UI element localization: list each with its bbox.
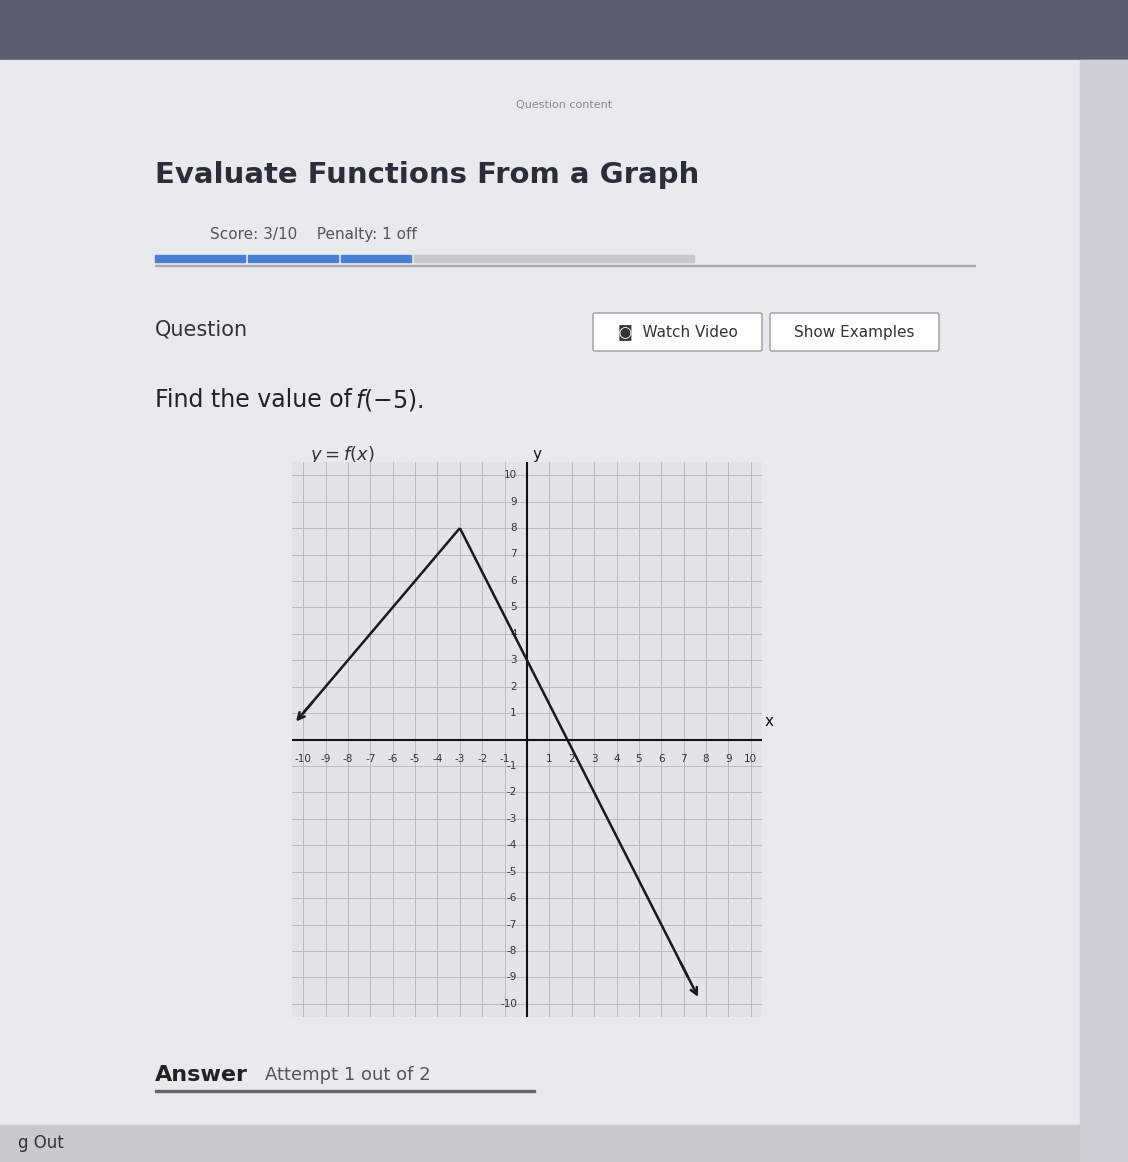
Bar bbox=[155, 1090, 535, 1092]
Text: $y = f(x)$: $y = f(x)$ bbox=[310, 444, 374, 466]
Text: Answer: Answer bbox=[155, 1066, 248, 1085]
Text: 7: 7 bbox=[680, 754, 687, 765]
Bar bbox=[414, 254, 694, 261]
Text: -6: -6 bbox=[388, 754, 398, 765]
Text: -4: -4 bbox=[432, 754, 442, 765]
Text: -2: -2 bbox=[477, 754, 487, 765]
Text: 4: 4 bbox=[614, 754, 620, 765]
Text: 7: 7 bbox=[510, 550, 517, 559]
Text: Show Examples: Show Examples bbox=[794, 324, 915, 339]
Text: -4: -4 bbox=[506, 840, 517, 851]
Text: 1: 1 bbox=[510, 708, 517, 718]
Bar bbox=[155, 254, 245, 261]
Text: 10: 10 bbox=[504, 471, 517, 480]
Text: -2: -2 bbox=[506, 788, 517, 797]
Text: -6: -6 bbox=[506, 894, 517, 903]
Text: 10: 10 bbox=[744, 754, 757, 765]
Text: $f(-5).$: $f(-5).$ bbox=[355, 387, 423, 413]
Text: 9: 9 bbox=[725, 754, 732, 765]
Text: 5: 5 bbox=[635, 754, 642, 765]
Text: Question: Question bbox=[155, 320, 248, 340]
Text: Score: 3/10    Penalty: 1 off: Score: 3/10 Penalty: 1 off bbox=[210, 228, 416, 243]
Text: -10: -10 bbox=[294, 754, 311, 765]
Text: 3: 3 bbox=[510, 655, 517, 665]
Text: g Out: g Out bbox=[18, 1134, 64, 1152]
Text: Attempt 1 out of 2: Attempt 1 out of 2 bbox=[265, 1066, 431, 1084]
Text: -1: -1 bbox=[500, 754, 510, 765]
Bar bbox=[1079, 60, 1128, 1162]
Text: -9: -9 bbox=[506, 973, 517, 982]
Text: 3: 3 bbox=[591, 754, 598, 765]
Text: 8: 8 bbox=[703, 754, 710, 765]
Text: -5: -5 bbox=[409, 754, 421, 765]
Text: -3: -3 bbox=[506, 813, 517, 824]
Text: -5: -5 bbox=[506, 867, 517, 876]
Text: 6: 6 bbox=[658, 754, 664, 765]
Text: ◙  Watch Video: ◙ Watch Video bbox=[617, 324, 738, 340]
Text: -7: -7 bbox=[365, 754, 376, 765]
Text: -10: -10 bbox=[500, 999, 517, 1009]
Text: Find the value of: Find the value of bbox=[155, 388, 360, 413]
Bar bbox=[248, 254, 338, 261]
Text: Evaluate Functions From a Graph: Evaluate Functions From a Graph bbox=[155, 162, 699, 189]
Text: -8: -8 bbox=[343, 754, 353, 765]
Bar bbox=[341, 254, 411, 261]
Text: 4: 4 bbox=[510, 629, 517, 639]
FancyBboxPatch shape bbox=[770, 313, 938, 351]
Text: 2: 2 bbox=[510, 682, 517, 691]
Text: -7: -7 bbox=[506, 919, 517, 930]
Text: 8: 8 bbox=[510, 523, 517, 533]
Text: -8: -8 bbox=[506, 946, 517, 956]
Text: Question content: Question content bbox=[515, 100, 613, 110]
Text: x: x bbox=[764, 713, 773, 729]
FancyBboxPatch shape bbox=[593, 313, 763, 351]
Text: y: y bbox=[532, 446, 541, 461]
Text: -9: -9 bbox=[320, 754, 331, 765]
Text: 1: 1 bbox=[546, 754, 553, 765]
Text: -1: -1 bbox=[506, 761, 517, 770]
Text: -3: -3 bbox=[455, 754, 465, 765]
Bar bbox=[0, 0, 1128, 60]
Text: 2: 2 bbox=[569, 754, 575, 765]
Text: 5: 5 bbox=[510, 602, 517, 612]
Text: 6: 6 bbox=[510, 576, 517, 586]
Bar bbox=[0, 1125, 1128, 1162]
Text: 9: 9 bbox=[510, 496, 517, 507]
